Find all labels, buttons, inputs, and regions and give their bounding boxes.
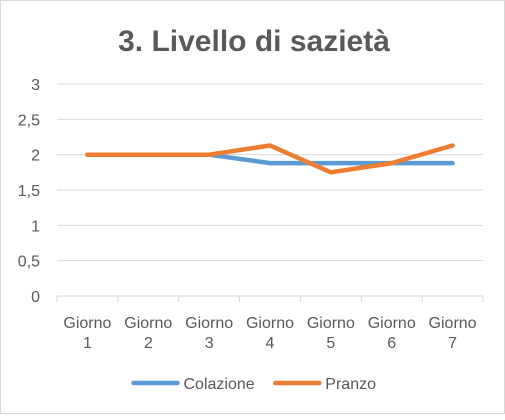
y-tick-label: 2,5	[18, 112, 40, 129]
x-axis: Giorno 1 Giorno 2 Giorno 3 Giorno 4 Giorno 5 Giorn…	[56, 295, 484, 352]
y-tick-label: 2	[31, 148, 40, 165]
x-tick-label: Giorno 5	[307, 315, 355, 352]
x-tick-label: Giorno 1	[63, 315, 111, 352]
legend-label: Pranzo	[325, 376, 376, 393]
gridlines	[57, 83, 483, 262]
y-tick-label: 1,5	[18, 183, 40, 200]
series-lines	[85, 143, 455, 175]
y-tick-label: 3	[31, 77, 40, 94]
x-tick-label: Giorno 7	[429, 315, 477, 352]
y-axis-ticks: 0 0,5 1 1,5 2 2,5 3	[18, 77, 40, 306]
x-tick-label: Giorno 2	[124, 315, 172, 352]
y-tick-label: 0,5	[18, 254, 40, 271]
y-tick-label: 1	[31, 218, 40, 235]
x-tick-label: Giorno 3	[185, 315, 233, 352]
y-tick-label: 0	[31, 289, 40, 306]
legend: Colazione Pranzo	[131, 376, 376, 393]
x-tick-label: Giorno 4	[246, 315, 294, 352]
series-line-pranzo	[85, 143, 455, 175]
x-tick-label: Giorno 6	[368, 315, 416, 352]
chart-title: 3. Livello di sazietà	[118, 25, 390, 58]
legend-label: Colazione	[184, 376, 255, 393]
